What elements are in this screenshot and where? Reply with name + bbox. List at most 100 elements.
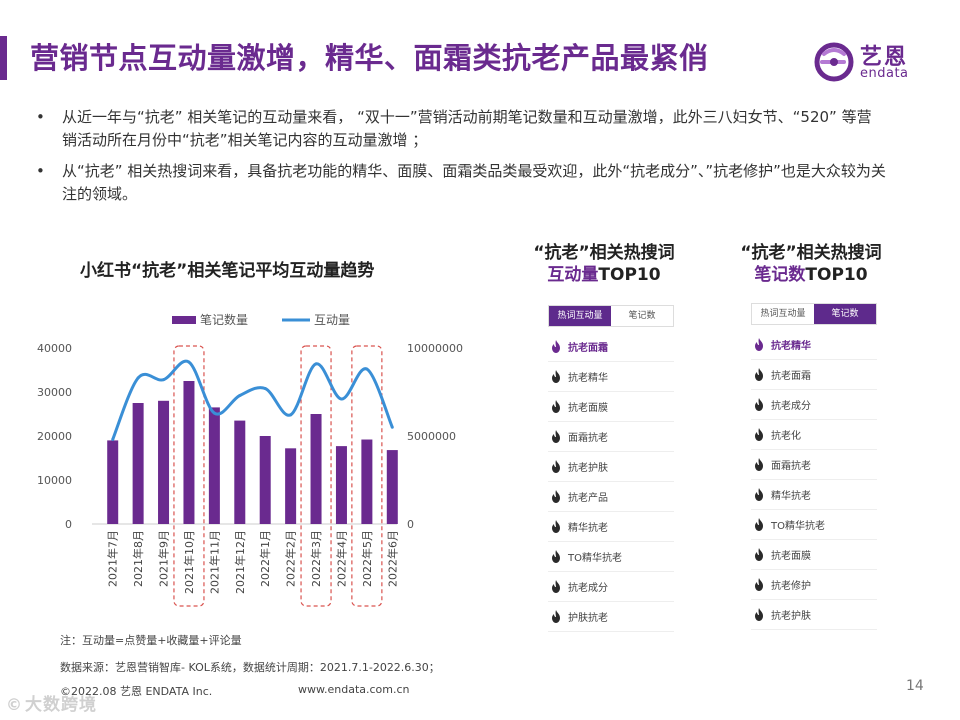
flame-icon	[552, 430, 560, 443]
hot-search-label: 抗老护肤	[568, 463, 608, 474]
x-tick-label: 2021年7月	[106, 530, 120, 587]
hot-search-label: 抗老产品	[568, 493, 608, 504]
panel-heading-line2: 笔记数TOP10	[719, 264, 903, 286]
bullet-dot: •	[36, 162, 45, 180]
hot-search-item[interactable]: 精华抗老	[751, 480, 877, 510]
hot-search-label: 面霜抗老	[568, 433, 608, 444]
hot-search-item[interactable]: 抗老精华	[751, 330, 877, 360]
hot-search-label: 抗老护肤	[771, 611, 811, 622]
x-tick-label: 2021年8月	[131, 530, 145, 587]
flame-icon	[552, 490, 560, 503]
line-point	[289, 413, 293, 417]
hot-search-item[interactable]: 抗老面膜	[751, 540, 877, 570]
bullet-dot: •	[36, 108, 45, 126]
hot-search-label: 抗老修护	[771, 581, 811, 592]
footnote: 注：互动量=点赞量+收藏量+评论量	[60, 634, 242, 647]
line-point	[187, 360, 191, 364]
summary-bullets: • 从近一年与“抗老” 相关笔记的互动量来看， “双十一”营销活动前期笔记数量和…	[36, 106, 886, 214]
hot-search-item[interactable]: TO精华抗老	[548, 542, 674, 572]
tab-interaction[interactable]: 热词互动量	[549, 306, 611, 326]
tab-notes[interactable]: 笔记数	[611, 306, 673, 326]
hot-search-list: 抗老精华抗老面霜抗老成分 抗老化 面霜抗老 精华抗老 TO精华抗老抗老面膜抗老修护抗老护…	[751, 330, 877, 630]
highlight-box	[173, 345, 205, 607]
page-title: 营销节点互动量激增，精华、面霜类抗老产品最紧俏	[30, 41, 709, 75]
flame-icon	[552, 340, 560, 353]
flame-icon	[552, 400, 560, 413]
y-tick-right: 10000000	[407, 342, 463, 355]
hot-search-label: TO精华抗老	[771, 521, 825, 532]
hot-search-item[interactable]: 精华抗老	[548, 512, 674, 542]
logo-text-en: endata	[860, 66, 909, 81]
hot-search-label: TO精华抗老	[568, 553, 622, 564]
y-tick-right: 0	[407, 518, 414, 531]
flame-icon	[755, 548, 763, 561]
line-point	[136, 376, 140, 380]
flame-icon	[755, 368, 763, 381]
x-tick-label: 2021年9月	[157, 530, 171, 587]
data-source: 数据来源：艺恩营销智库- KOL系统，数据统计周期：2021.7.1-2022.…	[60, 661, 440, 674]
hot-search-item[interactable]: 护肤抗老	[548, 602, 674, 632]
y-tick-left: 30000	[37, 386, 72, 399]
bar	[310, 414, 322, 524]
hot-search-panel-interaction: 热词互动量 笔记数 抗老面霜 抗老精华抗老面膜面霜抗老抗老护肤抗老产品精华抗老 TO…	[548, 305, 674, 632]
panel-heading-interaction: “抗老”相关热搜词 互动量TOP10	[512, 242, 696, 286]
y-tick-right: 5000000	[407, 430, 456, 443]
bar	[335, 446, 347, 524]
legend-label-bars: 笔记数量	[200, 312, 248, 327]
hot-search-item[interactable]: 面霜抗老	[548, 422, 674, 452]
hot-search-label: 护肤抗老	[568, 613, 608, 624]
hot-search-item[interactable]: 抗老护肤	[548, 452, 674, 482]
bar	[158, 400, 170, 524]
panel-tabs: 热词互动量 笔记数	[548, 305, 674, 327]
x-tick-label: 2022年2月	[284, 530, 298, 587]
hot-search-item[interactable]: 抗老面膜	[548, 392, 674, 422]
highlight-box	[351, 345, 383, 607]
highlight-box	[300, 345, 332, 607]
bar	[285, 448, 297, 524]
panel-tabs: 热词互动量 笔记数	[751, 303, 877, 325]
y-tick-left: 10000	[37, 474, 72, 487]
hot-search-item[interactable]: TO精华抗老	[751, 510, 877, 540]
hot-search-item[interactable]: 抗老产品	[548, 482, 674, 512]
hot-search-item[interactable]: 抗老面霜	[751, 360, 877, 390]
hot-search-label: 抗老精华	[771, 341, 811, 352]
panel-heading-line2: 互动量TOP10	[512, 264, 696, 286]
tab-notes[interactable]: 笔记数	[814, 304, 876, 324]
bullet-item: • 从“抗老” 相关热搜词来看，具备抗老功能的精华、面膜、面霜类品类最受欢迎，此…	[36, 160, 886, 206]
flame-icon	[755, 518, 763, 531]
tab-interaction[interactable]: 热词互动量	[752, 304, 814, 324]
bar	[132, 403, 144, 524]
hot-search-item[interactable]: 抗老成分	[548, 572, 674, 602]
panel-heading-line1: “抗老”相关热搜词	[533, 243, 675, 263]
chart-title: 小红书“抗老”相关笔记平均互动量趋势	[80, 261, 375, 281]
website-link[interactable]: www.endata.com.cn	[298, 683, 410, 696]
hot-search-label: 抗老面霜	[771, 371, 811, 382]
hot-search-item[interactable]: 抗老修护	[751, 570, 877, 600]
x-tick-label: 2022年4月	[334, 530, 348, 587]
hot-search-item[interactable]: 面霜抗老	[751, 450, 877, 480]
watermark: © 大数跨境	[6, 690, 97, 715]
hot-search-label: 精华抗老	[568, 523, 608, 534]
flame-icon	[755, 398, 763, 411]
hot-search-item[interactable]: 抗老护肤	[751, 600, 877, 630]
bar	[386, 450, 398, 524]
hot-search-label: 抗老面膜	[568, 403, 608, 414]
line-point	[111, 438, 115, 442]
hot-search-item[interactable]: 抗老精华	[548, 362, 674, 392]
copyright: ©2022.08 艺恩 ENDATA Inc.	[60, 685, 213, 698]
logo-text-cn: 艺恩	[860, 45, 909, 70]
line-point	[212, 411, 216, 415]
hot-search-label: 抗老成分	[568, 583, 608, 594]
hot-search-item[interactable]: 抗老成分	[751, 390, 877, 420]
legend-swatch-bars	[172, 316, 196, 324]
line-point	[263, 386, 267, 390]
panel-heading-line1: “抗老”相关热搜词	[740, 243, 882, 263]
flame-icon	[755, 488, 763, 501]
x-tick-label: 2021年11月	[207, 530, 221, 594]
hot-search-item[interactable]: 抗老面霜	[548, 332, 674, 362]
watermark-text: 大数跨境	[25, 695, 97, 715]
hot-search-item[interactable]: 抗老化	[751, 420, 877, 450]
y-tick-left: 40000	[37, 342, 72, 355]
x-tick-label: 2021年10月	[182, 530, 196, 594]
bar	[361, 439, 373, 524]
